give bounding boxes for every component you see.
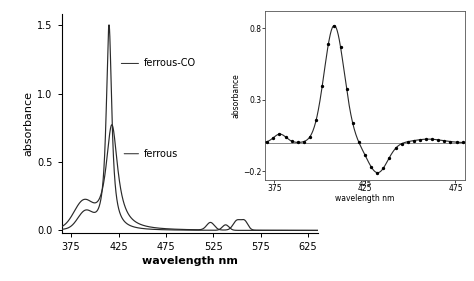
X-axis label: wavelength nm: wavelength nm — [335, 194, 395, 203]
Text: 425: 425 — [358, 181, 372, 187]
Text: ferrous-CO: ferrous-CO — [121, 58, 196, 68]
Text: ferrous: ferrous — [124, 149, 178, 159]
Y-axis label: absorbance: absorbance — [23, 91, 33, 156]
Y-axis label: absorbance: absorbance — [231, 73, 240, 118]
X-axis label: wavelength nm: wavelength nm — [142, 257, 237, 266]
